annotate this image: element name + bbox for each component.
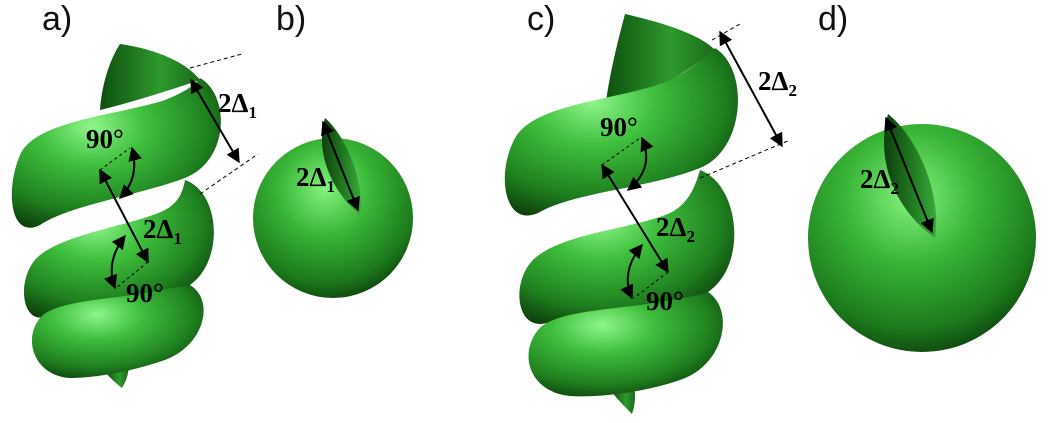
helix-a-annotations: 2Δ1 2Δ1 90° 90° xyxy=(86,53,259,308)
pitch-label-c: 2Δ2 xyxy=(758,66,797,100)
width-label-c: 2Δ2 xyxy=(656,212,695,246)
panel-label-a: a) xyxy=(42,0,72,38)
pitch-guide-top-a xyxy=(189,53,243,69)
sphere-d-body xyxy=(808,124,1036,352)
angle-label-bottom-c: 90° xyxy=(646,286,684,316)
width-arrow-c xyxy=(601,163,669,274)
width-arrow-a xyxy=(99,168,149,264)
width-label-b: 2Δ1 xyxy=(296,162,335,196)
panel-label-c: c) xyxy=(527,0,555,38)
pitch-arrow-c xyxy=(719,30,783,148)
angle-label-bottom-a: 90° xyxy=(126,278,164,308)
angle-arc-bottom-c xyxy=(620,243,643,300)
angle-guide-bottom-c xyxy=(633,271,669,299)
angle-label-top-a: 90° xyxy=(86,124,124,154)
sphere-b-body xyxy=(253,138,413,298)
helix-c xyxy=(504,14,738,414)
helix-c-annotations: 2Δ2 2Δ2 90° 90° xyxy=(600,23,797,316)
width-arrow-d xyxy=(884,116,934,234)
angle-arc-top-a xyxy=(119,146,143,199)
width-label-a: 2Δ1 xyxy=(143,214,182,248)
width-arrow-b xyxy=(321,120,360,212)
helix-a-upper-coil xyxy=(11,78,221,228)
helix-c-top-fin xyxy=(605,14,715,110)
angle-arc-top-c xyxy=(626,136,654,191)
panel-label-d: d) xyxy=(818,0,848,38)
pitch-guide-bottom-c xyxy=(699,139,791,179)
helix-c-upper-coil xyxy=(504,48,738,216)
helix-a-lower-coil xyxy=(31,285,204,378)
helix-a xyxy=(11,44,221,388)
pitch-guide-bottom-a xyxy=(199,153,259,195)
pitch-label-a: 2Δ1 xyxy=(218,88,257,122)
width-label-d: 2Δ2 xyxy=(860,164,899,198)
angle-label-top-c: 90° xyxy=(600,112,638,142)
pitch-guide-top-c xyxy=(711,23,741,41)
sphere-b: 2Δ1 xyxy=(253,118,413,298)
angle-guide-bottom-a xyxy=(115,261,149,289)
sphere-d: 2Δ2 xyxy=(808,114,1036,352)
helix-a-top-fin xyxy=(100,44,200,110)
helix-c-lower-coil xyxy=(528,292,723,397)
panel-label-b: b) xyxy=(276,0,306,38)
angle-arc-bottom-a xyxy=(103,234,126,290)
pitch-arrow-a xyxy=(190,78,240,164)
